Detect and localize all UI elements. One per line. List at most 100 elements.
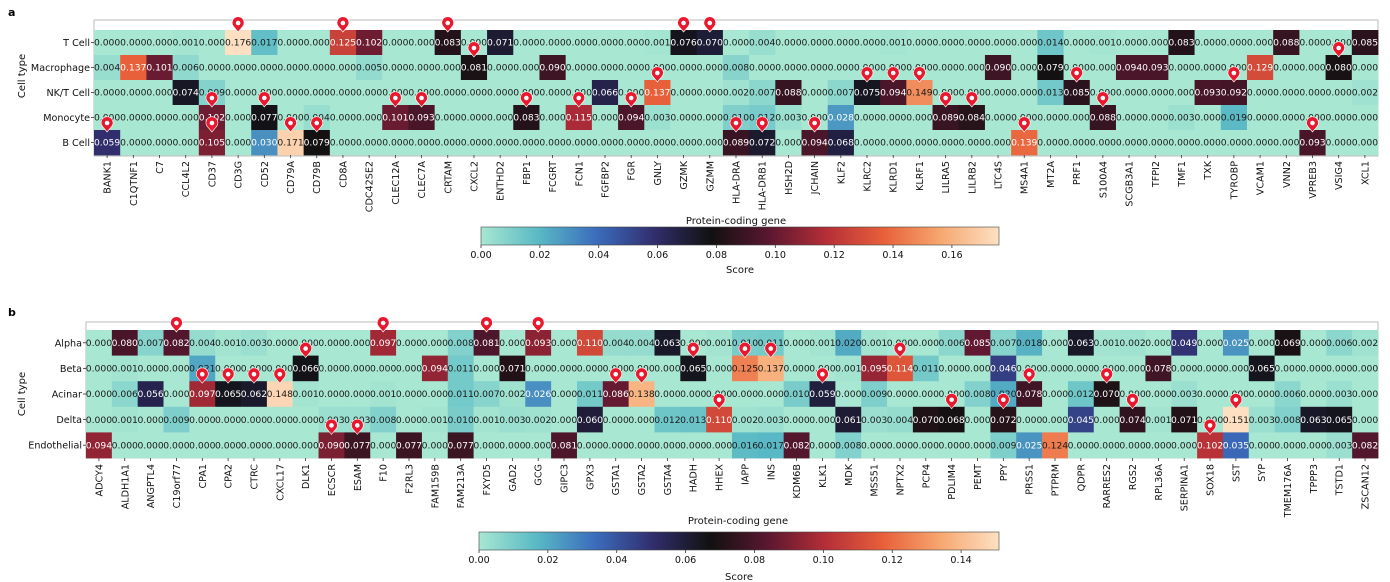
heatmap-cell (120, 130, 147, 156)
heatmap-cell (251, 105, 278, 131)
cell-value-label: 0.000 (1037, 138, 1063, 149)
cell-value-label: 0.102 (356, 38, 382, 49)
cell-value-label: 0.000 (539, 138, 565, 149)
cell-value-label: 0.000 (854, 38, 880, 49)
row-tick-label: T Cell (62, 38, 90, 49)
heatmap-cell (1299, 55, 1326, 81)
heatmap-cell (172, 55, 200, 81)
column-tick-label: CLEC7A (417, 161, 428, 199)
column-tick-label: KLK1 (818, 464, 829, 488)
heatmap-cell (618, 30, 645, 56)
column-tick-label: ESAM (353, 464, 364, 491)
column-tick-label: CCL4L2 (181, 161, 192, 197)
column-tick-label: CD52 (260, 161, 271, 187)
heatmap-cell (644, 130, 671, 156)
location-pin-icon (205, 116, 219, 133)
heatmap-cell (1067, 330, 1095, 356)
heatmap-cell (1145, 330, 1172, 356)
heatmap-cell (887, 355, 914, 382)
heatmap-cell (1194, 80, 1222, 106)
location-pin-icon (389, 91, 402, 108)
location-pin-icon (686, 341, 700, 359)
heatmap-cell (1115, 105, 1143, 131)
cell-value-label: 0.077 (396, 440, 422, 451)
heatmap-cell (189, 406, 216, 433)
cell-value-label: 0.000 (525, 440, 551, 451)
cell-value-label: 0.000 (513, 38, 539, 49)
heatmap-cell (487, 105, 514, 131)
location-pin-icon (965, 91, 979, 108)
location-pin-icon (480, 316, 493, 333)
heatmap-cell (1037, 30, 1064, 56)
cell-value-label: 0.000 (783, 338, 809, 349)
heatmap-cell (1300, 381, 1327, 408)
column-tick-label: C1QTNF1 (129, 161, 140, 206)
cell-value-label: 0.082 (163, 338, 189, 349)
cell-value-label: 0.000 (551, 389, 577, 400)
cell-value-label: 0.001 (370, 389, 396, 400)
cell-value-label: 0.000 (551, 364, 577, 375)
heatmap-cell (513, 30, 540, 56)
cell-value-label: 0.089 (932, 113, 958, 124)
location-pin-icon (1096, 91, 1110, 108)
cell-value-label: 0.000 (749, 63, 775, 74)
cell-value-label: 0.066 (592, 88, 618, 99)
heatmap-cell (1042, 432, 1069, 459)
cell-value-label: 0.000 (1195, 63, 1221, 74)
cell-value-label: 0.000 (1016, 415, 1042, 426)
location-pin-icon (231, 16, 245, 33)
heatmap-cell (565, 105, 593, 131)
cell-value-label: 0.000 (1197, 389, 1223, 400)
cell-value-label: 0.011 (913, 364, 939, 375)
panel-a-heatmap: 0.000 0.000 0.000 0.001 0.000 0.176 0.017 0.000… (31, 16, 1379, 212)
heatmap-cell (163, 381, 190, 408)
location-pin-icon (336, 16, 350, 33)
heatmap-cell (1142, 30, 1169, 56)
heatmap-cell (241, 432, 268, 459)
location-pin-icon (703, 16, 717, 33)
colorbar-tick-label: 0.08 (744, 555, 765, 566)
heatmap-cell (809, 330, 836, 356)
heatmap-cell (318, 381, 345, 408)
cell-value-label: 0.000 (396, 338, 422, 349)
column-tick-label: F10 (379, 464, 390, 482)
heatmap-cell (853, 130, 881, 156)
heatmap-cell (1168, 105, 1195, 131)
location-pin-icon (467, 41, 481, 58)
cell-value-label: 0.000 (267, 415, 293, 426)
heatmap-cell (163, 355, 190, 382)
heatmap-cell (1246, 105, 1274, 131)
cell-value-label: 0.001 (706, 338, 732, 349)
heatmap-cell (1326, 406, 1353, 433)
heatmap-cell (266, 432, 294, 459)
cell-value-label: 0.000 (697, 88, 723, 99)
cell-value-label: 0.000 (163, 440, 189, 451)
heatmap-cell (1145, 355, 1172, 382)
column-tick-label: FGR (627, 161, 638, 181)
cell-value-label: 0.000 (86, 364, 112, 375)
heatmap-cell (591, 55, 619, 81)
cell-value-label: 0.002 (723, 88, 749, 99)
cell-value-label: 0.000 (473, 364, 499, 375)
cell-value-label: 0.000 (775, 38, 801, 49)
heatmap-cell (225, 105, 252, 131)
cell-value-label: 0.000 (723, 38, 749, 49)
colorbar-tick-label: 0.10 (813, 555, 834, 566)
cell-value-label: 0.000 (1247, 113, 1273, 124)
cell-value-label: 0.000 (964, 415, 990, 426)
heatmap-cell (964, 355, 991, 382)
colorbar-gradient (480, 226, 1000, 246)
heatmap-cell (1042, 381, 1069, 408)
heatmap-cell (827, 30, 855, 56)
cell-value-label: 0.002 (1352, 88, 1378, 99)
cell-value-label: 0.000 (86, 389, 112, 400)
location-pin-icon (520, 91, 533, 108)
heatmap-cell (473, 355, 500, 382)
cell-value-label: 0.001 (173, 38, 199, 49)
column-tick-label: PRF1 (1072, 161, 1083, 185)
panel-b-heatmap: 0.000 0.080 0.007 0.082 0.004 0.001 0.003 0.000… (28, 316, 1379, 519)
cell-value-label: 0.000 (628, 415, 654, 426)
cell-value-label: 0.035 (1223, 440, 1249, 451)
column-tick-label: TMEM176A (1283, 464, 1294, 519)
heatmap-cell (618, 55, 645, 81)
